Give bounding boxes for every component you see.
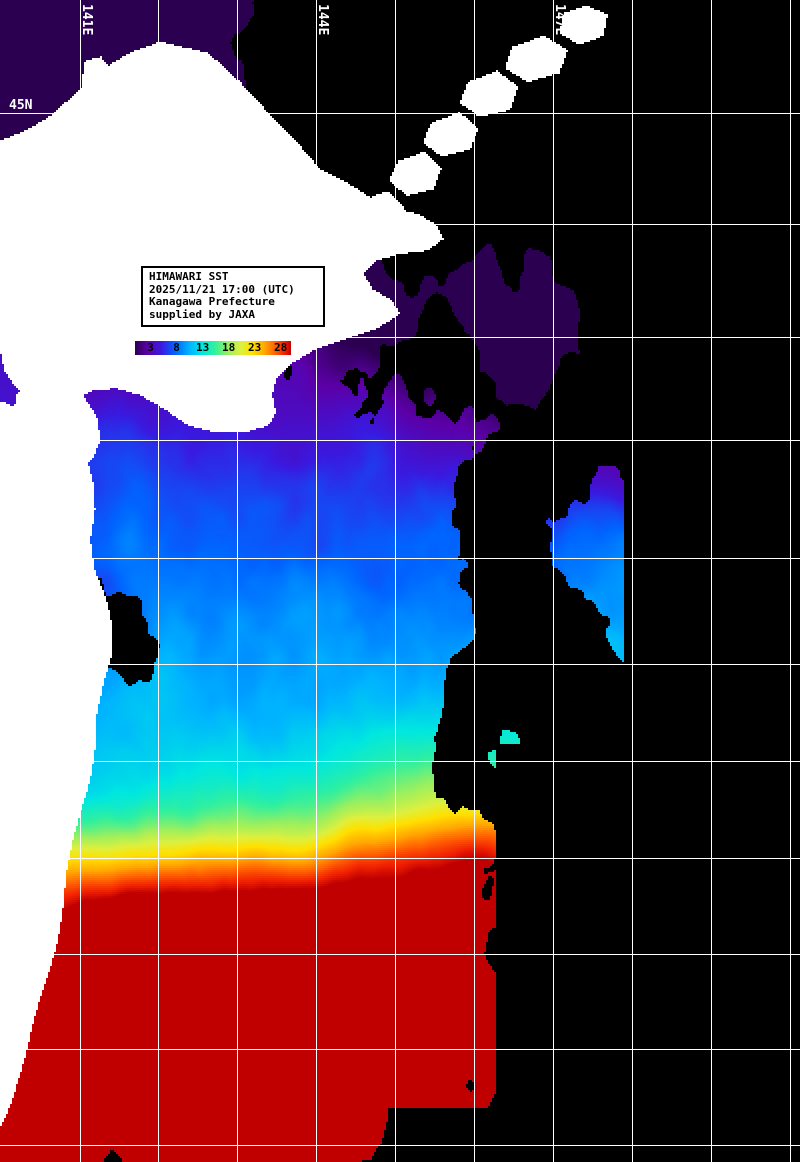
latitude-label: 45N xyxy=(9,98,33,113)
info-region: Kanagawa Prefecture xyxy=(149,295,275,308)
colorbar-tick-label: 18 xyxy=(221,341,236,354)
info-source: supplied by JAXA xyxy=(149,307,255,321)
temperature-colorbar: 3 8 13 18 23 28 xyxy=(133,339,293,357)
colorbar-gradient: 3 8 13 18 23 28 xyxy=(135,341,291,355)
longitude-label: 144E xyxy=(315,4,330,36)
longitude-label: 147E xyxy=(552,4,567,36)
colorbar-tick-label: 3 xyxy=(147,341,154,354)
info-title: HIMAWARI SST xyxy=(149,270,229,283)
colorbar-tick-label: 28 xyxy=(273,341,288,354)
info-datetime: 2025/11/21 17:00 (UTC) xyxy=(149,282,295,296)
colorbar-tick-label: 13 xyxy=(195,341,210,354)
longitude-label: 141E xyxy=(79,4,94,36)
colorbar-tick-label: 23 xyxy=(247,341,262,354)
product-info-box: HIMAWARI SST 2025/11/21 17:00 (UTC) Kana… xyxy=(141,266,325,327)
colorbar-tick-label: 8 xyxy=(173,341,180,354)
